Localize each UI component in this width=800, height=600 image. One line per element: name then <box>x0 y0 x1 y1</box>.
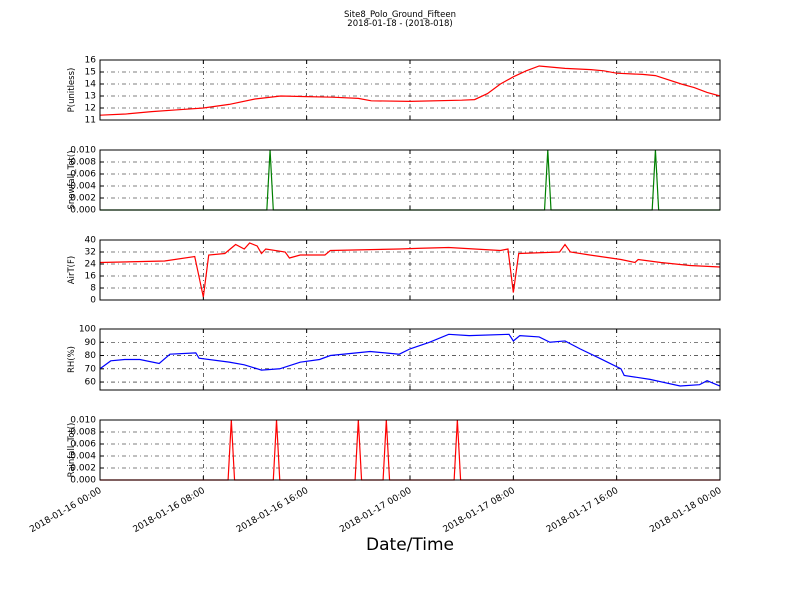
y-tick-label: 70 <box>85 364 97 374</box>
x-tick-label: 2018-01-17 08:00 <box>442 486 517 535</box>
y-tick-label: 40 <box>85 236 97 246</box>
y-tick-label: 0.006 <box>70 440 96 450</box>
y-tick-label: 0.008 <box>70 428 96 438</box>
x-tick-label: 2018-01-16 16:00 <box>235 486 310 535</box>
y-tick-label: 90 <box>85 338 97 348</box>
x-tick-label: 2018-01-16 00:00 <box>28 486 103 535</box>
x-tick-label: 2018-01-18 00:00 <box>648 486 723 535</box>
y-tick-label: 24 <box>85 260 97 270</box>
x-tick-label: 2018-01-17 16:00 <box>545 486 620 535</box>
plot-frame <box>99 419 721 481</box>
y-tick-label: 0.004 <box>70 452 96 462</box>
x-tick-label: 2018-01-16 08:00 <box>132 486 207 535</box>
y-axis-label: Rainfall_Tot() <box>67 423 77 478</box>
y-tick-label: 0.002 <box>70 464 96 474</box>
y-tick-label: 0.000 <box>70 206 96 216</box>
y-axis-label: AirT(F) <box>67 256 77 284</box>
x-axis-label: Date/Time <box>366 535 454 555</box>
figure-subtitle: 2018-01-18 - (2018-018) <box>347 19 452 29</box>
y-tick-label: 14 <box>85 80 97 90</box>
y-tick-label: 32 <box>85 248 96 258</box>
y-tick-label: 60 <box>85 378 97 388</box>
y-tick-label: 12 <box>85 104 96 114</box>
y-axis-label: RH(%) <box>67 346 77 373</box>
data-line <box>99 333 721 387</box>
plot-frame <box>99 149 721 211</box>
y-axis-label: Snowfall_Tot() <box>67 150 77 209</box>
x-tick-label: 2018-01-17 00:00 <box>338 486 413 535</box>
y-tick-label: 0.004 <box>70 182 96 192</box>
y-tick-label: 80 <box>85 351 97 361</box>
y-tick-label: 0.010 <box>70 416 96 426</box>
y-tick-label: 0.010 <box>70 146 96 156</box>
y-tick-label: 16 <box>85 56 97 66</box>
data-line <box>99 242 721 298</box>
y-tick-label: 100 <box>79 325 96 335</box>
plot-frame <box>99 328 721 391</box>
y-tick-label: 15 <box>85 68 96 78</box>
data-line <box>99 65 721 116</box>
plot-frame <box>99 59 721 121</box>
y-tick-label: 8 <box>90 284 96 294</box>
y-tick-label: 0.006 <box>70 170 96 180</box>
y-tick-label: 16 <box>85 272 97 282</box>
y-axis-label: P(unitless) <box>67 68 77 113</box>
y-tick-label: 0.002 <box>70 194 96 204</box>
y-tick-label: 0 <box>90 296 96 306</box>
y-tick-label: 11 <box>85 116 96 126</box>
plot-frame <box>99 239 721 301</box>
y-tick-label: 0.000 <box>70 476 96 486</box>
figure-title: Site8_Polo_Ground_Fifteen <box>344 10 456 20</box>
y-tick-label: 13 <box>85 92 96 102</box>
y-tick-label: 0.008 <box>70 158 96 168</box>
